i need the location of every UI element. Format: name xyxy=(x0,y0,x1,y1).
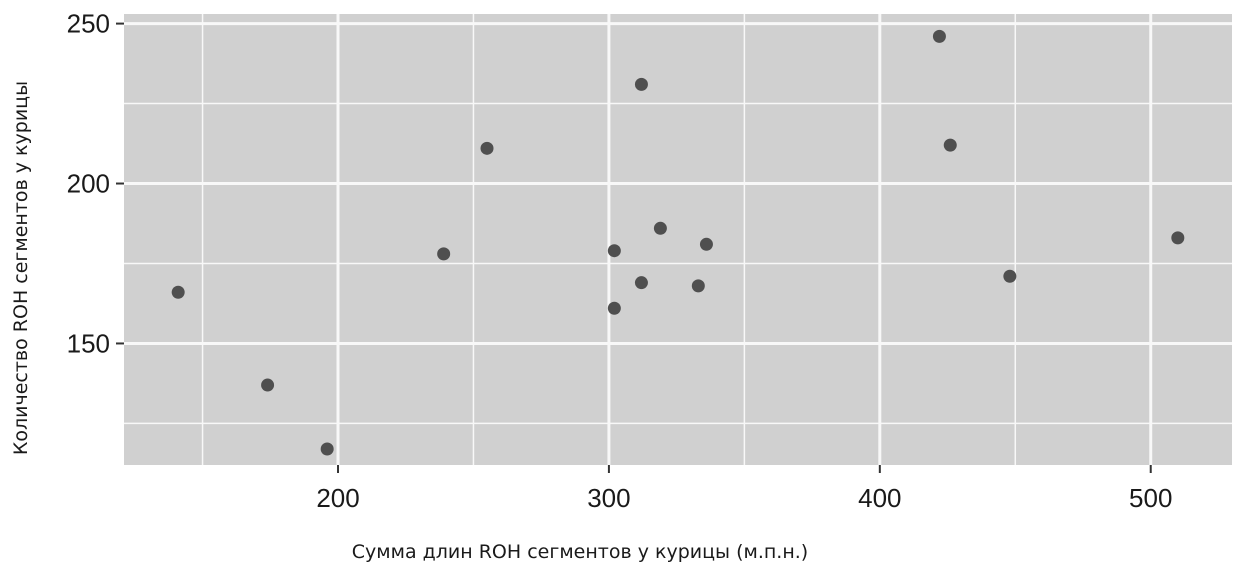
data-point xyxy=(437,247,451,261)
data-point xyxy=(607,244,621,258)
data-point xyxy=(171,285,185,299)
axis-ticks: 200 300 400 500 150 200 250 xyxy=(67,9,1173,513)
x-tick-label: 200 xyxy=(316,483,359,513)
data-point xyxy=(653,221,667,235)
data-point xyxy=(691,279,705,293)
data-point xyxy=(932,29,946,43)
data-point xyxy=(634,77,648,91)
data-point xyxy=(1171,231,1185,245)
y-tick-label: 150 xyxy=(67,328,110,358)
data-point xyxy=(699,237,713,251)
data-point xyxy=(607,301,621,315)
y-axis-title: Количество ROH сегментов у курицы xyxy=(10,81,32,455)
data-point xyxy=(320,442,334,456)
data-point xyxy=(480,141,494,155)
data-point xyxy=(261,378,275,392)
y-tick-label: 250 xyxy=(67,9,110,39)
x-axis-title: Сумма длин ROH сегментов у курицы (м.п.н… xyxy=(352,541,808,563)
major-gridlines xyxy=(124,14,1232,465)
minor-gridlines xyxy=(124,14,1232,465)
y-tick-label: 200 xyxy=(67,169,110,199)
x-tick-label: 300 xyxy=(587,483,630,513)
data-point xyxy=(1003,269,1017,283)
data-point xyxy=(634,276,648,290)
x-tick-label: 400 xyxy=(858,483,901,513)
x-tick-label: 500 xyxy=(1129,483,1172,513)
data-point xyxy=(943,138,957,152)
data-points xyxy=(171,29,1185,456)
plot-panel xyxy=(124,14,1232,465)
